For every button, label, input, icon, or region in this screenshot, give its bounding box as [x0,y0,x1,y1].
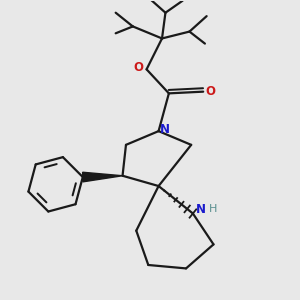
Polygon shape [82,172,122,182]
Text: H: H [209,204,218,214]
Text: N: N [160,123,170,136]
Text: N: N [196,203,206,216]
Text: O: O [133,61,143,74]
Text: O: O [206,85,216,98]
